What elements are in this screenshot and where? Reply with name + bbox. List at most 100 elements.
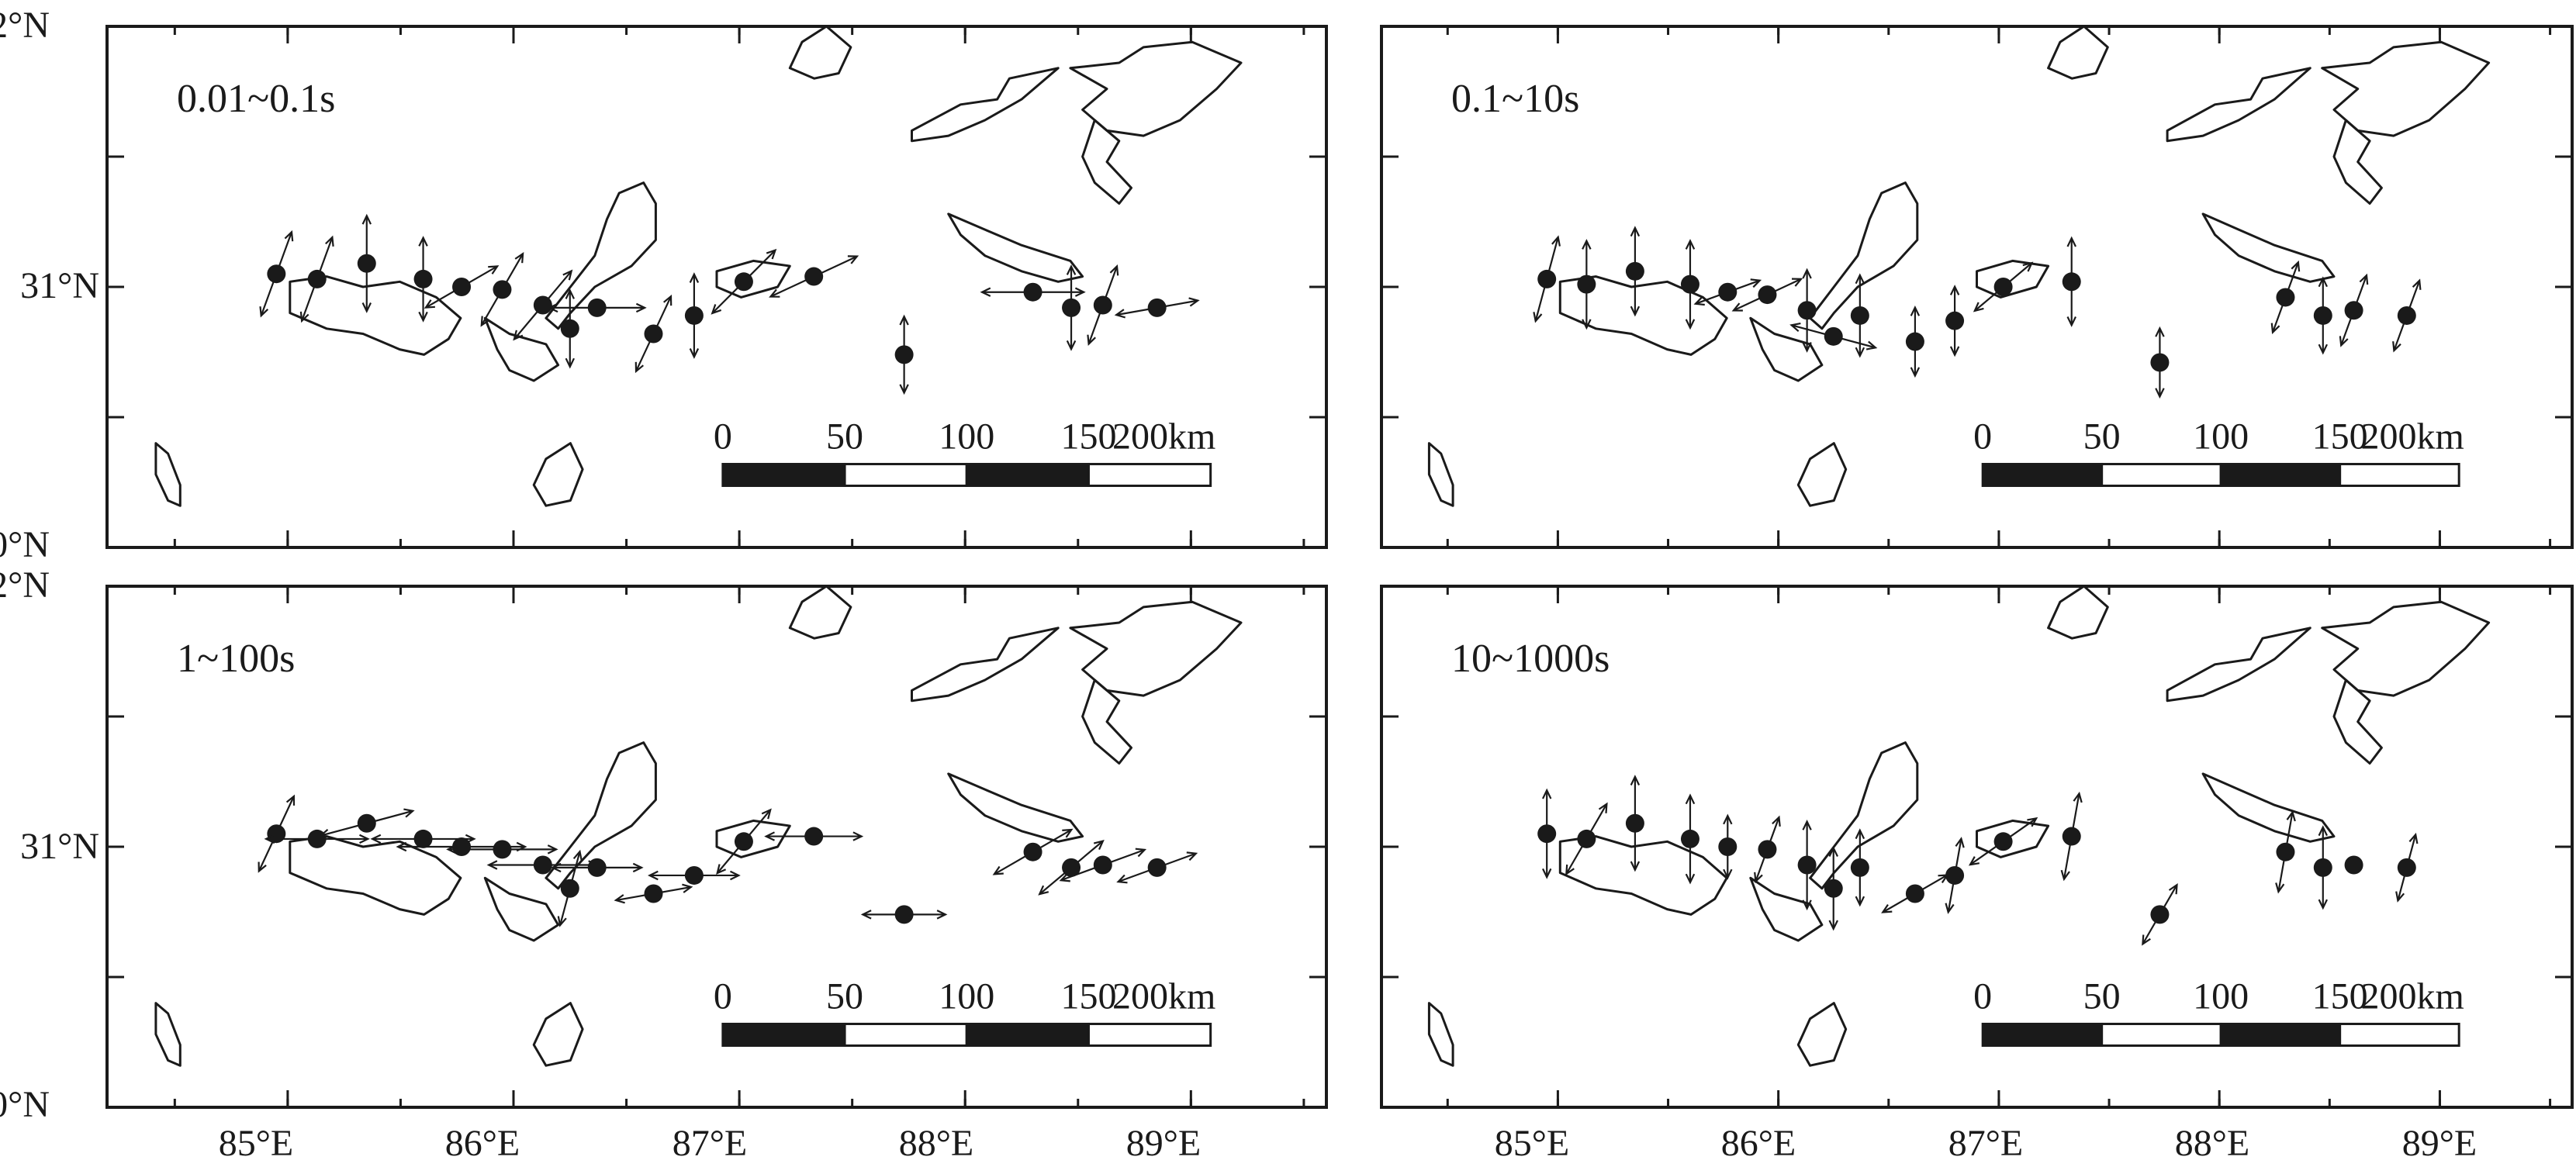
arrow-head — [1582, 319, 1592, 330]
arrow-head — [1186, 851, 1198, 861]
arrow-head — [1114, 309, 1126, 319]
lake-outline — [2321, 40, 2491, 137]
station-marker — [1680, 274, 1699, 294]
arrow-head — [2286, 810, 2296, 822]
arrow-head — [1630, 226, 1641, 237]
arrow-head — [264, 834, 275, 844]
arrow-head — [1968, 856, 1980, 866]
arrow-head — [2142, 934, 2151, 946]
station-marker — [2397, 858, 2416, 877]
arrow-head — [486, 860, 498, 870]
arrow-head — [764, 831, 775, 841]
lake-outline — [715, 819, 791, 858]
arrow-head — [1109, 264, 1119, 276]
arrow-head — [1855, 896, 1865, 907]
lake-outline — [289, 275, 462, 356]
arrow-head — [550, 862, 562, 873]
lat-label-30-top: 30°N — [0, 524, 50, 565]
arrow-head — [634, 361, 644, 374]
arrow-head — [1772, 815, 1781, 827]
station-marker — [1625, 813, 1644, 833]
station-marker — [1577, 274, 1596, 294]
scale-bar-label: 0 — [714, 975, 732, 1017]
lake-outline — [2201, 772, 2336, 843]
arrow-head — [370, 834, 382, 844]
scale-bar-label: 50 — [826, 416, 863, 457]
scale-bar-segment — [2101, 1022, 2222, 1047]
station-marker — [413, 269, 433, 288]
arrow-head — [1791, 278, 1803, 287]
station-marker — [804, 827, 824, 846]
lon-label-86: 86°E — [445, 1123, 520, 1164]
arrow-head — [488, 265, 500, 274]
arrow-head — [1116, 874, 1128, 884]
arrow-head — [2395, 891, 2405, 903]
arrow-head — [2392, 341, 2401, 353]
station-marker — [1945, 311, 1965, 330]
lon-labels-left: 85°E 86°E 87°E 88°E 89°E — [219, 1123, 1202, 1164]
arrow-head — [1750, 278, 1762, 288]
axis-ticks — [1381, 586, 2572, 1107]
arrow-head — [2318, 899, 2328, 910]
arrow-head — [730, 870, 741, 881]
panel-period-label: 0.01~0.1s — [177, 77, 335, 121]
arrow-head — [2066, 236, 2076, 247]
arrow-head — [1135, 848, 1147, 858]
station-marker — [560, 879, 579, 898]
arrow-head — [852, 831, 864, 841]
arrow-head — [572, 849, 583, 861]
arrow-head — [565, 357, 575, 369]
lake-outline — [1796, 442, 1848, 507]
station-marker — [1850, 858, 1869, 877]
station-marker — [1147, 298, 1167, 317]
arrow-head — [632, 862, 644, 873]
arrow-head — [285, 794, 296, 806]
arrow-head — [1542, 788, 1552, 799]
arrow-head — [562, 269, 573, 281]
arrow-head — [418, 236, 428, 247]
arrow-head — [565, 288, 575, 299]
lake-outline — [532, 442, 584, 507]
arrow-head — [1551, 235, 1561, 247]
arrow-head — [1955, 837, 1965, 848]
arrow-head — [2318, 825, 2328, 837]
lake-outline — [1796, 1002, 1848, 1067]
scale-bar-segment — [1981, 1022, 2104, 1047]
arrow-head — [1685, 873, 1696, 885]
arrow-head — [647, 870, 659, 881]
scale-bar-segment — [965, 1022, 1090, 1047]
arrow-head — [860, 910, 872, 920]
lake-outline — [1809, 181, 1919, 330]
arrow-head — [1802, 268, 1812, 279]
arrow-head — [299, 311, 309, 323]
station-marker — [2397, 306, 2416, 325]
lake-outline — [1976, 819, 2050, 858]
arrow-head — [1949, 346, 1960, 357]
lake-outline — [483, 316, 560, 382]
station-marker — [1680, 829, 1699, 848]
arrow-head — [2318, 344, 2328, 355]
lake-outline — [1081, 678, 1132, 765]
scale-bar-label: 150 — [1060, 975, 1116, 1017]
station-marker — [560, 319, 579, 338]
station-marker — [533, 295, 552, 315]
lake-outline — [2201, 212, 2336, 283]
scale-bar-label: 50 — [826, 975, 863, 1017]
arrow-head — [766, 248, 777, 260]
lake-outline — [1976, 259, 2050, 299]
lon-labels-right: 85°E 86°E 87°E 88°E 89°E — [1495, 1123, 2477, 1164]
station-marker — [493, 840, 512, 859]
arrow-head — [1038, 885, 1049, 896]
arrow-head — [1910, 367, 1921, 378]
arrow-head — [711, 304, 722, 315]
lake-outline — [1069, 40, 1243, 137]
arrow-head — [2318, 276, 2328, 288]
arrow-head — [1630, 775, 1641, 785]
station-marker — [1537, 269, 1557, 288]
arrow-head — [1074, 287, 1086, 297]
lake-outline — [1749, 316, 1824, 382]
arrow-head — [513, 330, 524, 341]
station-marker — [587, 298, 607, 317]
